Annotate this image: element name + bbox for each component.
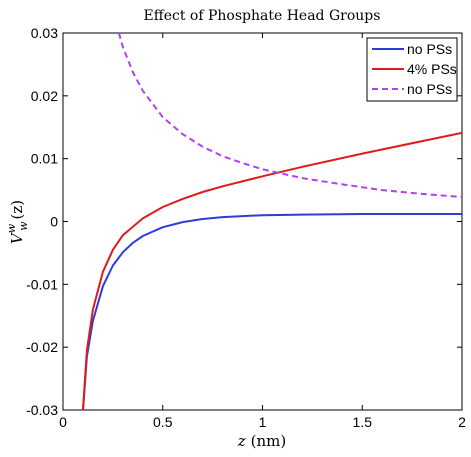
- legend-label-1: no PSs: [407, 41, 452, 57]
- y-tick-label: -0.02: [26, 339, 58, 355]
- y-tick-label: 0.02: [31, 88, 58, 104]
- legend-entries: no PSs 4% PSs no PSs: [372, 41, 457, 97]
- y-tick-label: -0.01: [26, 276, 58, 292]
- y-axis-label-arg: (z): [8, 200, 26, 220]
- series-layer: [82, 33, 462, 410]
- y-axis-label-sub: w: [17, 221, 30, 231]
- x-tick-label: 0: [59, 414, 67, 430]
- y-tick-label: 0.01: [31, 151, 58, 167]
- x-tick-labels: 0 0.5 1 1.5 2: [59, 414, 466, 430]
- y-tick-label: 0.03: [31, 25, 58, 41]
- y-axis-label-main: V: [8, 231, 26, 244]
- y-axis-label: Vww(z): [5, 200, 30, 244]
- legend: no PSs 4% PSs no PSs: [366, 37, 458, 102]
- series-line-2: [82, 131, 462, 410]
- x-axis-label-variable: z: [237, 432, 246, 450]
- chart-title: Effect of Phosphate Head Groups: [144, 8, 381, 24]
- axis-ticks: [62, 32, 463, 411]
- y-tick-label: 0: [50, 214, 58, 230]
- x-tick-label: 1.5: [353, 414, 373, 430]
- x-axis-label: z (nm): [237, 432, 287, 450]
- legend-label-3: no PSs: [407, 81, 452, 97]
- x-tick-label: 0.5: [153, 414, 173, 430]
- legend-label-2: 4% PSs: [407, 61, 457, 77]
- series-line-1: [82, 213, 462, 410]
- x-tick-label: 1: [259, 414, 267, 430]
- y-axis-label-sup: w: [5, 223, 18, 233]
- y-tick-label: -0.03: [26, 402, 58, 418]
- y-tick-labels: -0.03 -0.02 -0.01 0 0.01 0.02 0.03: [26, 25, 58, 418]
- x-axis-label-unit: (nm): [251, 432, 287, 450]
- x-tick-label: 2: [458, 414, 466, 430]
